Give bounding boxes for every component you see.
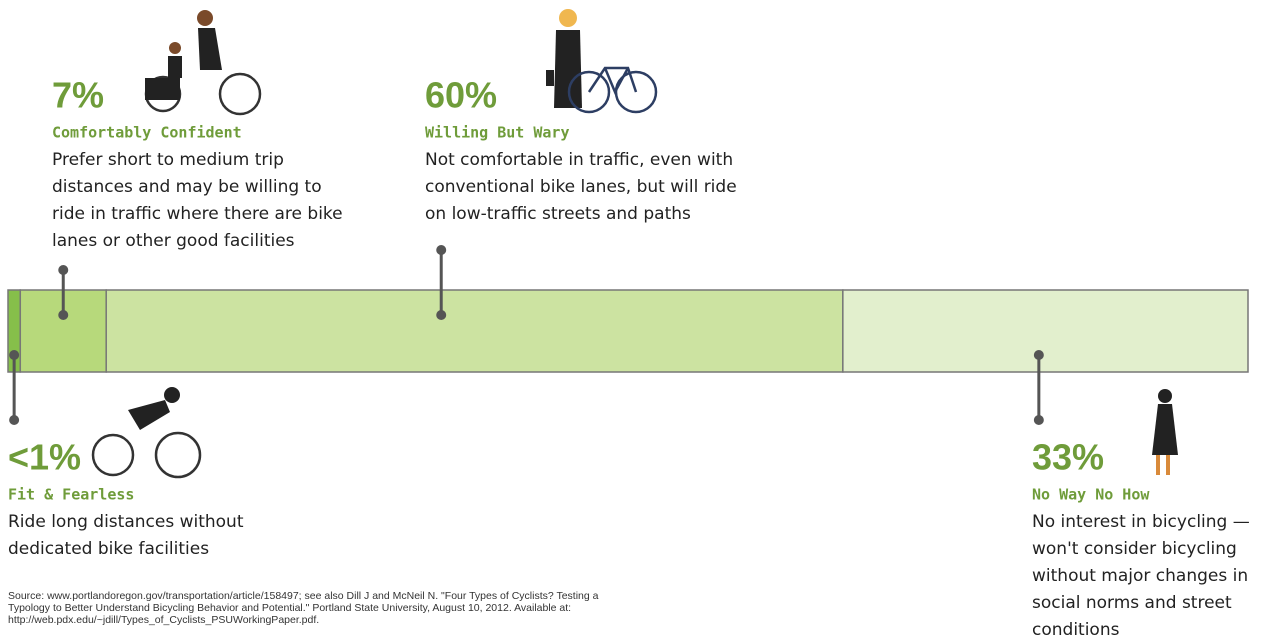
percent-label: <1% bbox=[8, 437, 81, 478]
segment-name: Fit & Fearless bbox=[8, 486, 134, 504]
bar-segment bbox=[843, 290, 1248, 372]
segment-description: Prefer short to medium trip bbox=[52, 150, 284, 170]
source-note: Typology to Better Understand Bicycling … bbox=[8, 602, 571, 614]
segment-description: won't consider bicycling bbox=[1032, 539, 1237, 559]
segment-description: Ride long distances without bbox=[8, 512, 244, 532]
icon-racing-cyclist bbox=[93, 387, 200, 477]
segment-description: Not comfortable in traffic, even with bbox=[425, 150, 733, 170]
segment-description: social norms and street bbox=[1032, 593, 1232, 613]
pin-dot bbox=[436, 245, 446, 255]
pin-dot bbox=[1034, 350, 1044, 360]
segment-name: No Way No How bbox=[1032, 486, 1150, 504]
infographic: <1% Fit & Fearless Ride long distances wit… bbox=[0, 0, 1270, 635]
segment-name: Comfortably Confident bbox=[52, 124, 242, 142]
segment-name: Willing But Wary bbox=[425, 124, 570, 142]
source-note: http://web.pdx.edu/~jdill/Types_of_Cycli… bbox=[8, 614, 319, 626]
segment-description: conditions bbox=[1032, 620, 1120, 635]
segment-description: on low-traffic streets and paths bbox=[425, 204, 691, 224]
segment-description: without major changes in bbox=[1032, 566, 1248, 586]
segment-description: ride in traffic where there are bike bbox=[52, 204, 343, 224]
pin-dot bbox=[1034, 415, 1044, 425]
percent-label: 7% bbox=[52, 75, 104, 116]
segment-description: distances and may be willing to bbox=[52, 177, 322, 197]
pin-dot bbox=[58, 310, 68, 320]
bar-segment bbox=[106, 290, 843, 372]
pin-dot bbox=[9, 415, 19, 425]
percent-label: 33% bbox=[1032, 437, 1104, 478]
pin-dot bbox=[9, 350, 19, 360]
source-note: Source: www.portlandoregon.gov/transport… bbox=[8, 590, 599, 602]
segment-description: dedicated bike facilities bbox=[8, 539, 209, 559]
segment-description: lanes or other good facilities bbox=[52, 231, 295, 251]
icon-businessman-cyclist bbox=[546, 9, 656, 112]
segment-description: conventional bike lanes, but will ride bbox=[425, 177, 737, 197]
segment-description: No interest in bicycling — bbox=[1032, 512, 1250, 532]
percent-label: 60% bbox=[425, 75, 497, 116]
pin-dot bbox=[58, 265, 68, 275]
icon-family-cyclist bbox=[145, 10, 260, 114]
pin-dot bbox=[436, 310, 446, 320]
icon-standing-person bbox=[1152, 389, 1178, 475]
